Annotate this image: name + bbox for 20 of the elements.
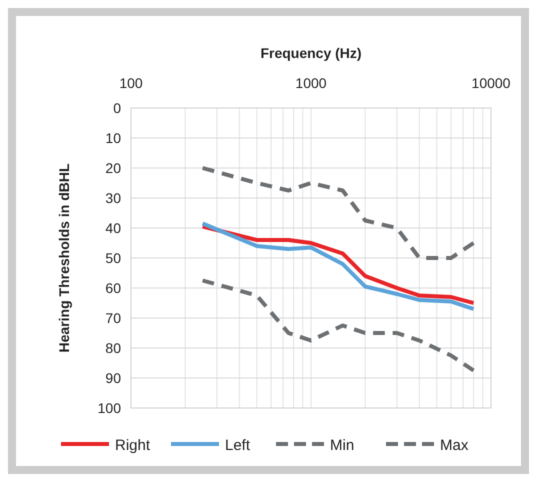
y-tick-label: 50 [105, 250, 122, 266]
y-tick-label: 90 [105, 370, 122, 386]
legend-label: Left [225, 437, 251, 454]
y-tick-label: 20 [105, 160, 122, 176]
x-tick-label: 100 [119, 75, 143, 91]
y-tick-label: 100 [98, 400, 122, 416]
y-tick-label: 10 [105, 130, 122, 146]
legend-label: Right [115, 437, 151, 454]
x-tick-label: 1000 [295, 75, 327, 91]
y-tick-label: 80 [105, 340, 122, 356]
y-tick-label: 40 [105, 220, 122, 236]
y-axis-title: Hearing Thresholds in dBHL [56, 163, 72, 353]
y-tick-label: 60 [105, 280, 122, 296]
x-tick-label: 10000 [472, 75, 511, 91]
y-tick-label: 0 [113, 100, 122, 116]
legend-label: Max [440, 437, 469, 454]
x-axis-title: Frequency (Hz) [260, 45, 362, 61]
legend-label: Min [330, 437, 354, 454]
y-tick-label: 30 [105, 190, 122, 206]
y-tick-label: 70 [105, 310, 122, 326]
